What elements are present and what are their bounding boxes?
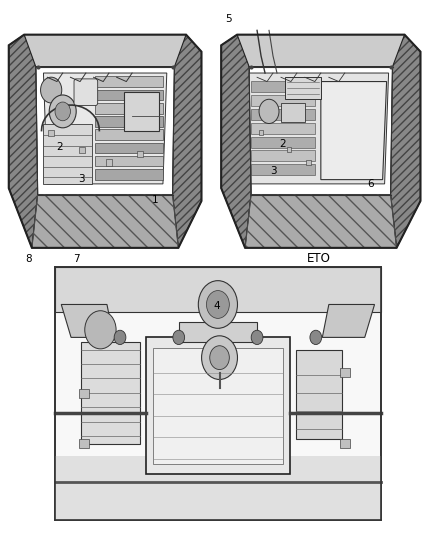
Circle shape <box>114 330 126 344</box>
Bar <box>124 92 159 131</box>
Bar <box>251 136 315 148</box>
Text: ETO: ETO <box>307 252 331 265</box>
Bar <box>79 147 85 153</box>
Bar <box>251 164 315 175</box>
FancyBboxPatch shape <box>74 79 98 106</box>
Bar <box>296 350 342 439</box>
Polygon shape <box>55 266 381 312</box>
Polygon shape <box>245 195 396 248</box>
Polygon shape <box>9 35 38 248</box>
Polygon shape <box>61 304 113 337</box>
Bar <box>137 151 143 157</box>
Bar <box>179 322 257 343</box>
Bar <box>251 81 315 92</box>
Text: 8: 8 <box>25 254 32 263</box>
Bar <box>152 348 283 464</box>
Polygon shape <box>173 35 201 248</box>
Bar <box>95 76 163 87</box>
Text: 3: 3 <box>270 166 277 175</box>
Polygon shape <box>24 35 186 67</box>
Bar <box>95 90 163 100</box>
Bar <box>340 439 350 448</box>
Bar <box>95 116 163 127</box>
Bar <box>81 343 140 443</box>
Bar <box>251 150 315 161</box>
Bar <box>281 103 305 122</box>
Bar <box>95 103 163 114</box>
Circle shape <box>55 102 71 121</box>
Circle shape <box>85 311 116 349</box>
Bar <box>95 156 163 166</box>
Circle shape <box>49 95 76 128</box>
Circle shape <box>41 77 62 103</box>
Circle shape <box>173 330 185 344</box>
Bar <box>43 124 92 184</box>
Bar <box>286 147 291 152</box>
Polygon shape <box>43 73 167 184</box>
Text: 3: 3 <box>78 174 85 183</box>
Circle shape <box>310 330 321 344</box>
Text: 7: 7 <box>73 254 80 263</box>
Polygon shape <box>221 35 251 248</box>
Bar <box>79 439 89 448</box>
Polygon shape <box>391 35 420 248</box>
Text: 4: 4 <box>213 302 220 311</box>
Text: 2: 2 <box>56 142 63 151</box>
Bar <box>106 159 112 166</box>
Text: 1: 1 <box>152 195 159 205</box>
Circle shape <box>259 99 279 124</box>
Bar <box>146 337 290 474</box>
Bar <box>285 77 321 99</box>
Bar <box>251 109 315 120</box>
Bar <box>340 368 350 377</box>
Bar <box>259 130 263 135</box>
Polygon shape <box>249 73 389 184</box>
Polygon shape <box>322 304 374 337</box>
Circle shape <box>201 336 237 379</box>
Circle shape <box>206 290 230 318</box>
Bar <box>251 95 315 106</box>
Bar <box>48 130 54 136</box>
Polygon shape <box>321 82 387 180</box>
Bar <box>55 456 381 520</box>
Polygon shape <box>237 35 405 67</box>
Bar <box>79 389 89 398</box>
Polygon shape <box>32 195 178 248</box>
Circle shape <box>210 346 230 369</box>
Bar <box>95 130 163 140</box>
Text: 5: 5 <box>225 14 232 23</box>
Bar <box>307 160 311 165</box>
Text: 6: 6 <box>367 179 374 189</box>
Circle shape <box>198 281 237 328</box>
Bar <box>95 169 163 180</box>
Text: 2: 2 <box>279 139 286 149</box>
Circle shape <box>251 330 263 344</box>
Bar <box>55 266 381 520</box>
Bar <box>95 142 163 153</box>
Bar <box>251 123 315 134</box>
